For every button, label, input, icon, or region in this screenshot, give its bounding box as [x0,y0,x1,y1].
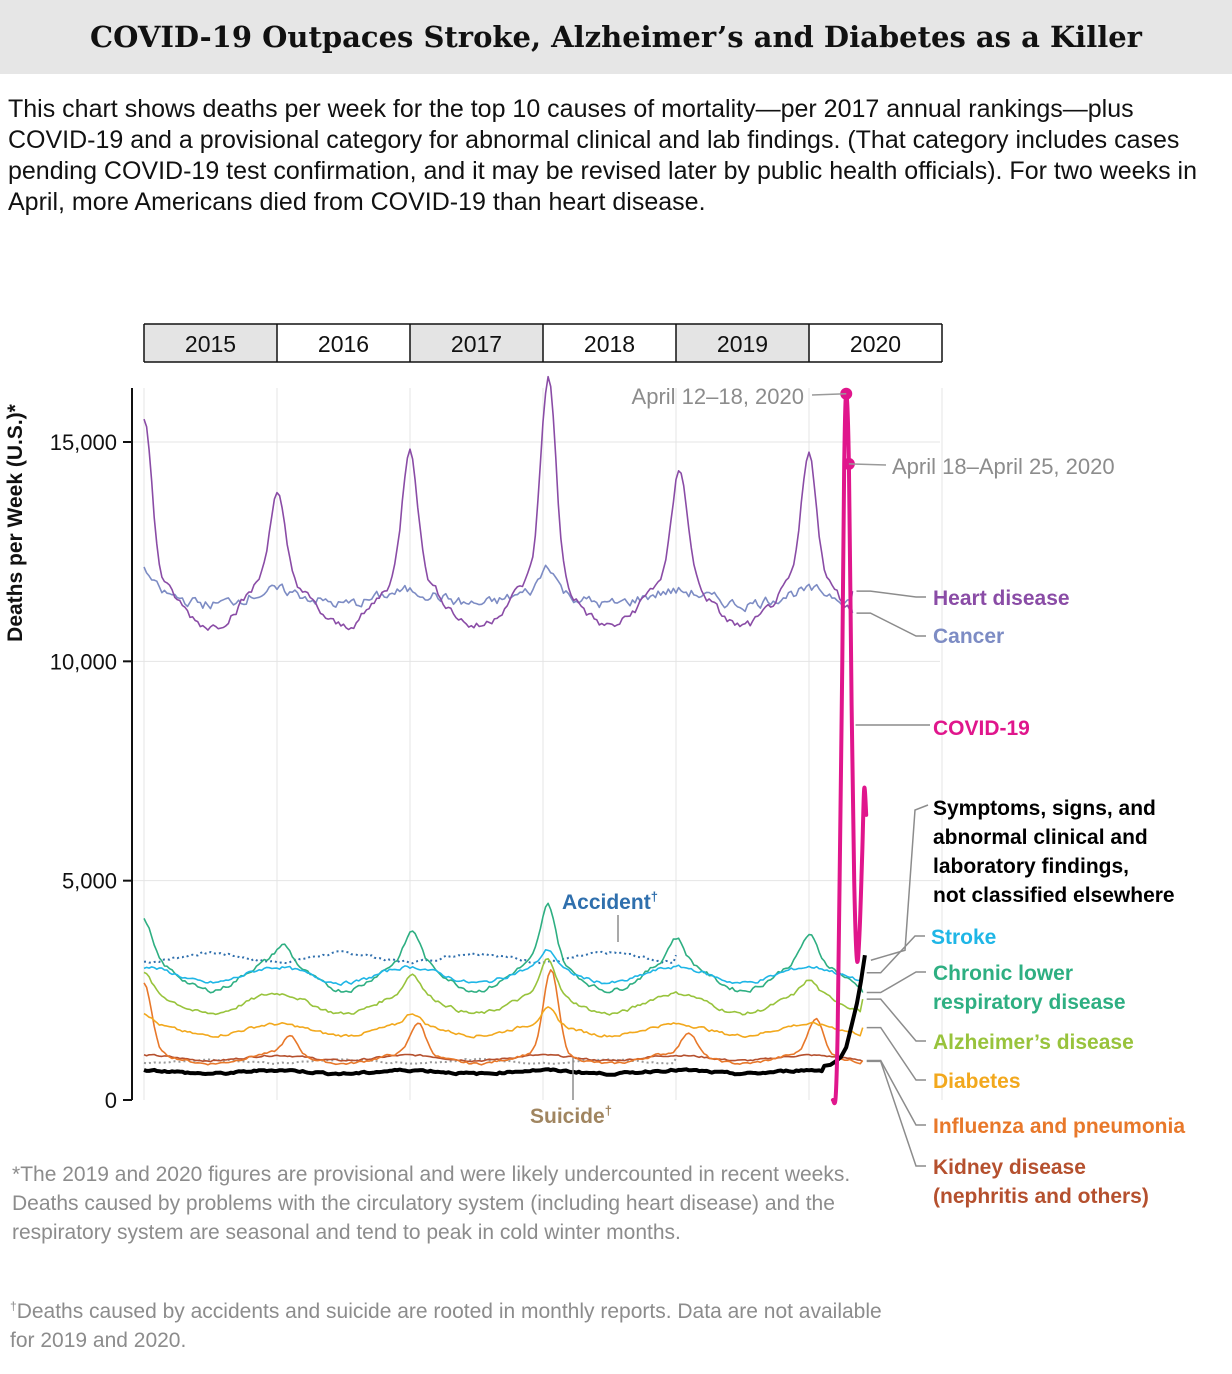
series-label: Chronic lower respiratory disease [933,962,1126,1014]
series-label-line: Symptoms, signs, and [933,797,1156,820]
series-line-stroke [143,949,864,986]
y-tick-label: 0 [105,1088,117,1113]
label-leader [866,971,926,994]
year-band-label: 2015 [185,331,236,357]
description-text: This chart shows deaths per week for the… [8,95,1197,216]
chart-title: COVID-19 Outpaces Stroke, Alzheimer’s an… [90,20,1142,54]
series-line-suicide [143,1057,677,1065]
year-band [277,324,410,362]
year-band-label: 2016 [318,331,369,357]
annotations: April 12–18, 2020 April 18–April 25, 2020 [632,384,1115,479]
annotation-label: April 18–April 25, 2020 [892,454,1115,479]
series-line-diabetes [143,1006,864,1039]
series-label: Diabetes [933,1070,1021,1093]
series-labels: Heart disease Cancer COVID-19 Symptoms, sig… [530,587,1185,1208]
footnote-1-mark: * [12,1163,21,1186]
series-line-cancer [143,564,854,614]
series-label-text: Alzheimer’s disease [933,1031,1134,1054]
annotation-leader [811,392,847,396]
series-label-line: Kidney disease [933,1156,1086,1179]
series-label-line: laboratory findings, [933,855,1129,878]
label-leader [866,1026,926,1081]
series-label-line: (nephritis and others) [933,1185,1149,1208]
label-leader [866,935,925,974]
y-tick-label: 10,000 [50,649,117,674]
y-axis-label: Deaths per Week (U.S.)* [4,403,27,642]
footnote-2: †Deaths caused by accidents and suicide … [10,1292,900,1355]
year-band [676,324,809,362]
series-line-symptoms [143,954,867,1077]
series-label: Influenza and pneumonia [933,1115,1185,1138]
series-label-text: Influenza and pneumonia [933,1115,1185,1138]
gridlines [132,388,943,1100]
series-label-text: Diabetes [933,1070,1021,1093]
label-leader [856,590,926,598]
series-label: COVID-19 [933,717,1030,740]
label-leader [866,998,926,1042]
year-band [809,324,942,362]
series-label: Accident† [562,889,658,914]
series-label: Alzheimer’s disease [933,1031,1134,1054]
annotation-leader [848,463,887,466]
series-label: Kidney disease (nephritis and others) [933,1156,1149,1208]
series-label-text: Suicide [530,1105,605,1128]
footnote-2-mark: † [10,1299,17,1313]
series-label-line: abnormal clinical and [933,826,1148,849]
footnote-1-text: The 2019 and 2020 figures are provisiona… [12,1163,851,1244]
series-label: Stroke [931,926,996,949]
year-band [410,324,543,362]
series-label-text: Stroke [931,926,996,949]
series-line-kidney-disease-nephritis-and-others- [143,1053,864,1063]
chart-description: This chart shows deaths per week for the… [8,94,1223,218]
year-band-label: 2019 [717,331,768,357]
label-leader [856,612,926,637]
series-line-covid-19 [830,391,869,1106]
series-label: Suicide† [530,1103,612,1128]
title-bar [0,0,1232,74]
series-label-text: Cancer [933,625,1004,648]
series-label-line: Chronic lower [933,962,1073,985]
y-tick-label: 5,000 [62,869,117,894]
annotation-label: April 12–18, 2020 [632,384,804,409]
label-leader [870,804,929,961]
series-label-text: Heart disease [933,587,1070,610]
series-line-accident [143,950,677,965]
series-lines [143,375,869,1106]
series-line-heart-disease [143,375,854,631]
label-leader [866,1060,926,1167]
year-bands: 2015 2016 2017 2018 2019 2020 [143,323,943,363]
year-band [144,324,277,362]
y-tick-label: 15,000 [50,430,117,455]
series-line-alzheimer-s-disease [143,957,864,1016]
series-label-line: respiratory disease [933,991,1126,1014]
y-axis: 0 5,000 10,000 15,000 Deaths per Week (U.S.)… [4,388,133,1113]
series-label-line: not classified elsewhere [933,884,1175,907]
footnote-2-text: Deaths caused by accidents and suicide a… [10,1300,882,1352]
year-band-label: 2020 [850,331,901,357]
series-label: Cancer [933,625,1004,648]
series-label-mark: † [605,1103,612,1118]
series-line-influenza-and-pneumonia [143,969,864,1066]
label-leader [866,1059,926,1126]
series-label-text: Accident [562,891,651,914]
footnote-1: *The 2019 and 2020 figures are provision… [12,1160,902,1247]
series-label-mark: † [651,889,658,904]
series-label-text: COVID-19 [933,717,1030,740]
year-band-label: 2018 [584,331,635,357]
year-band [543,324,676,362]
year-band-label: 2017 [451,331,502,357]
series-label: Symptoms, signs, and abnormal clinical an… [933,797,1175,907]
series-label: Heart disease [933,587,1070,610]
